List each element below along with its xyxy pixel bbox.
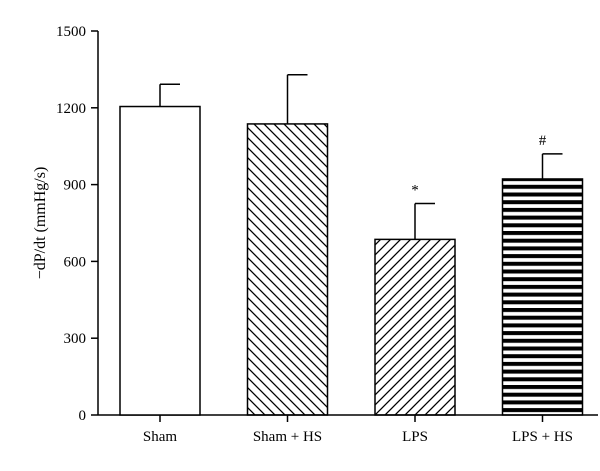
y-tick-label: 0 bbox=[79, 408, 87, 424]
y-axis: 0 300 600 900 1200 1500 bbox=[56, 24, 99, 424]
x-tick-label: Sham + HS bbox=[253, 429, 322, 445]
bar-lps-hs bbox=[501, 178, 584, 416]
x-tick-label: LPS bbox=[402, 429, 428, 445]
y-tick-label: 900 bbox=[64, 178, 87, 194]
x-tick-label: LPS + HS bbox=[512, 429, 573, 445]
y-tick-label: 1200 bbox=[56, 101, 86, 117]
y-tick-label: 1500 bbox=[56, 24, 86, 40]
significance-marker: * bbox=[411, 183, 419, 199]
bar-sham bbox=[119, 105, 201, 416]
x-tick-label: Sham bbox=[143, 429, 178, 445]
bar-sham-hs bbox=[246, 123, 329, 416]
significance-marker: # bbox=[539, 133, 547, 149]
x-axis: Sham Sham + HS LPS LPS + HS bbox=[98, 414, 598, 445]
y-tick-label: 300 bbox=[64, 331, 87, 347]
y-tick-label: 600 bbox=[64, 254, 87, 270]
y-axis-title: −dP/dt (mmHg/s) bbox=[32, 167, 49, 280]
bar-lps bbox=[374, 238, 456, 416]
bars-group: *# bbox=[119, 74, 584, 416]
